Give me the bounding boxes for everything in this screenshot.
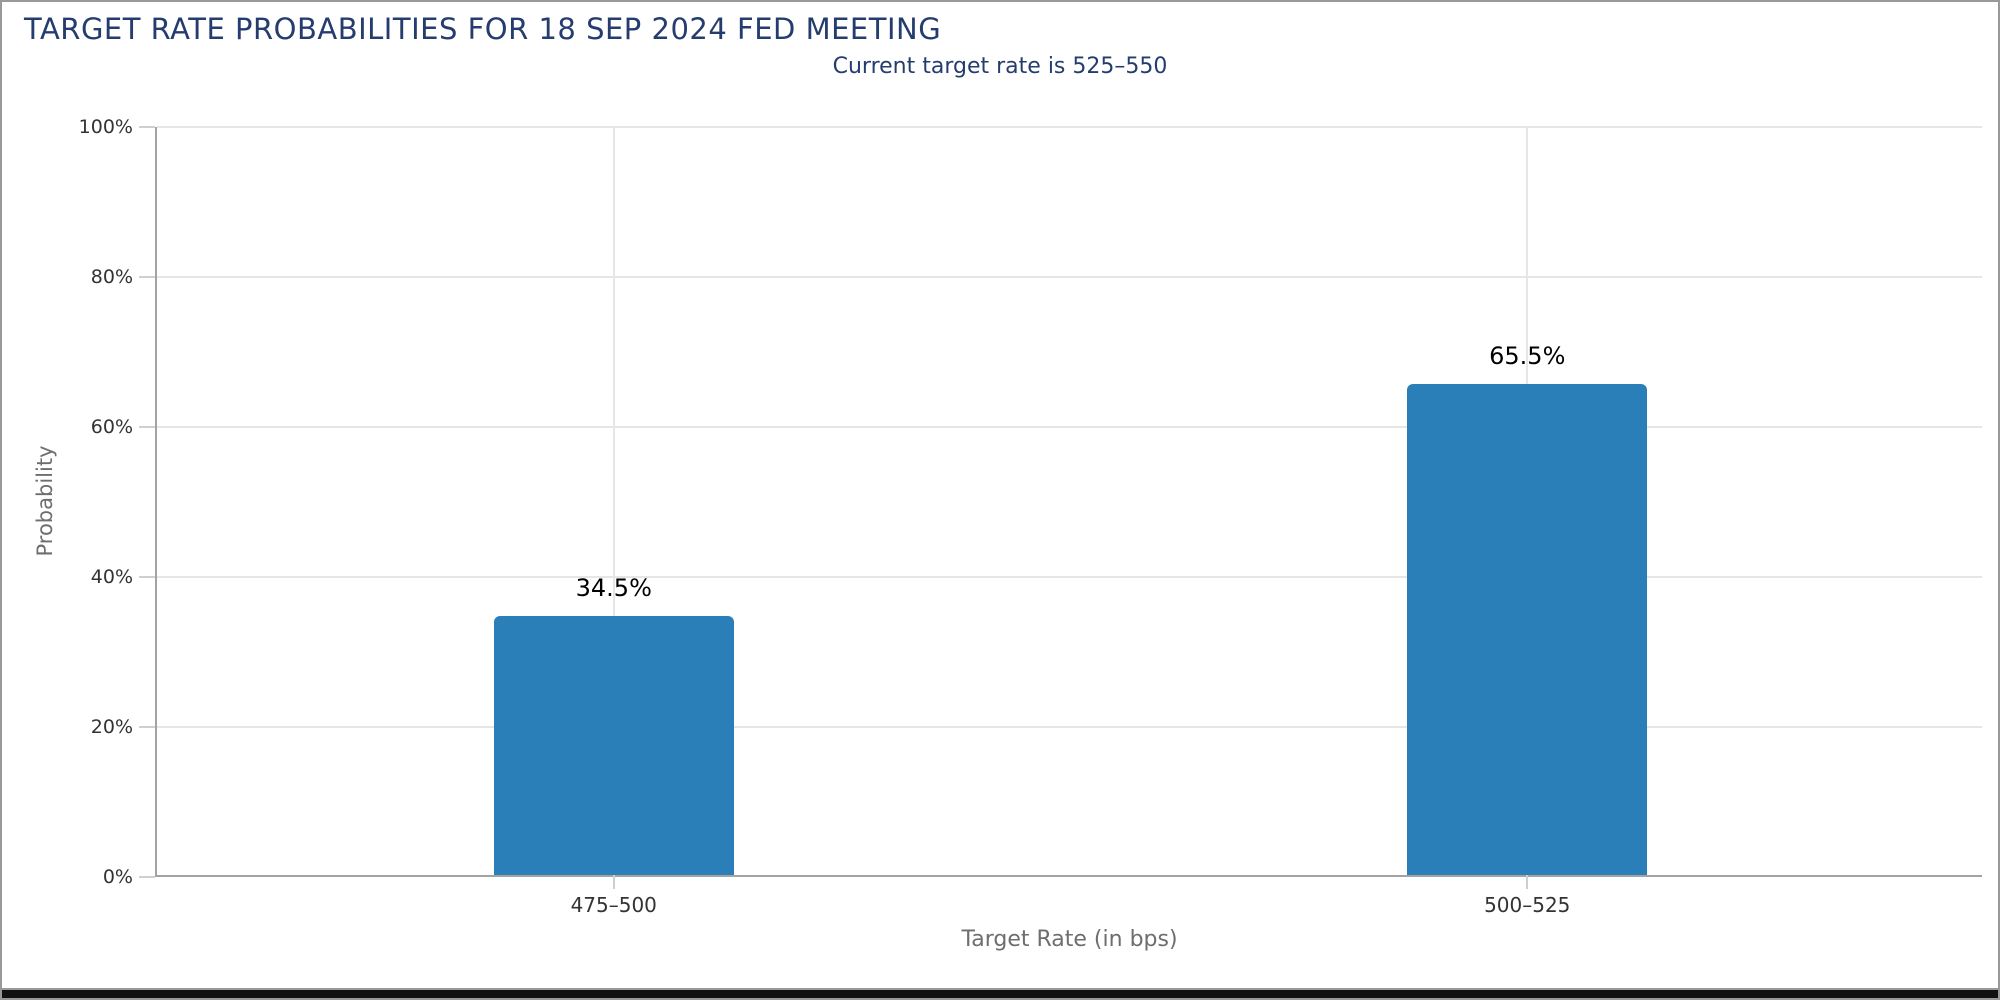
chart-title: TARGET RATE PROBABILITIES FOR 18 SEP 202…: [24, 12, 942, 46]
y-tick-label: 0%: [102, 866, 133, 888]
y-tick-label: 80%: [90, 266, 133, 288]
y-axis-tick: [139, 876, 155, 878]
y-axis-title: Probability: [33, 445, 57, 557]
x-category-label: 500–525: [1484, 893, 1571, 917]
y-gridline: [157, 726, 1982, 728]
y-axis-tick: [139, 576, 155, 578]
x-gridline: [612, 127, 615, 875]
y-axis-tick: [139, 726, 155, 728]
y-gridline: [157, 276, 1982, 278]
y-tick-label: 20%: [90, 716, 133, 738]
probability-bar[interactable]: [1407, 383, 1648, 875]
y-tick-label: 100%: [78, 116, 133, 138]
y-tick-label: 60%: [90, 416, 133, 438]
x-axis-title: Target Rate (in bps): [961, 927, 1178, 952]
plot-area: Probability Target Rate (in bps) 0% 20% 40…: [33, 116, 1982, 952]
x-axis-tick: [1526, 875, 1529, 889]
y-axis-tick: [139, 126, 155, 128]
y-axis-tick: [139, 276, 155, 278]
y-gridline: [157, 126, 1982, 128]
screenshot-bottom-edge: [2, 988, 1998, 998]
bar-value-label: 34.5%: [575, 574, 652, 603]
chart-subtitle: Current target rate is 525–550: [832, 54, 1168, 79]
bar-value-label: 65.5%: [1489, 341, 1566, 370]
x-axis-tick: [612, 875, 615, 889]
y-gridline: [157, 576, 1982, 578]
y-gridline: [157, 426, 1982, 428]
x-category-label: 475–500: [570, 893, 657, 917]
y-axis-tick: [139, 426, 155, 428]
probability-bar[interactable]: [493, 616, 734, 875]
y-tick-label: 40%: [90, 566, 133, 588]
